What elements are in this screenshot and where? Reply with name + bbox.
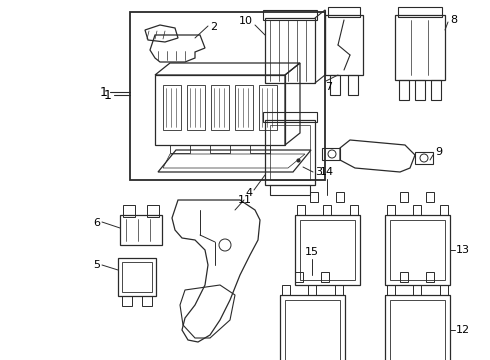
Text: 6: 6 <box>93 218 100 228</box>
Bar <box>280 295 345 360</box>
Bar <box>270 185 310 195</box>
Text: 4: 4 <box>245 188 252 198</box>
Bar <box>426 272 434 282</box>
Bar <box>323 205 331 215</box>
Bar <box>263 112 317 122</box>
Bar <box>235 85 253 130</box>
Text: 8: 8 <box>450 15 457 25</box>
Bar <box>295 215 360 285</box>
Bar <box>336 192 344 202</box>
Bar <box>390 220 445 280</box>
Bar <box>123 205 135 217</box>
Bar <box>400 192 408 202</box>
Text: 1: 1 <box>104 89 112 102</box>
Bar <box>310 192 318 202</box>
Bar <box>170 145 190 153</box>
Text: 3: 3 <box>315 167 322 177</box>
Bar <box>350 205 358 215</box>
Bar <box>122 296 132 306</box>
Bar <box>282 285 290 295</box>
Bar <box>385 295 450 360</box>
Bar <box>440 205 448 215</box>
Bar <box>263 10 317 20</box>
Text: 14: 14 <box>320 167 334 177</box>
Bar <box>348 75 358 95</box>
Bar <box>321 272 329 282</box>
Bar <box>295 272 303 282</box>
Text: 11: 11 <box>238 195 252 205</box>
Text: 13: 13 <box>456 245 470 255</box>
Bar <box>163 85 181 130</box>
Bar <box>265 120 315 185</box>
Bar <box>387 285 395 295</box>
Bar <box>415 80 425 100</box>
Bar <box>399 80 409 100</box>
Bar <box>265 18 315 83</box>
Text: 7: 7 <box>325 82 332 92</box>
Bar <box>147 205 159 217</box>
Text: 10: 10 <box>239 16 253 26</box>
Bar <box>426 192 434 202</box>
Bar <box>130 12 325 180</box>
Bar <box>187 85 205 130</box>
Bar <box>155 75 285 145</box>
Bar <box>297 205 305 215</box>
Bar <box>390 300 445 360</box>
Bar <box>398 7 442 17</box>
Bar <box>413 205 421 215</box>
Text: 5: 5 <box>93 260 100 270</box>
Bar <box>413 285 421 295</box>
Bar <box>250 145 270 153</box>
Bar <box>335 285 343 295</box>
Text: 15: 15 <box>305 247 319 257</box>
Bar <box>210 145 230 153</box>
Bar <box>395 15 445 80</box>
Bar <box>211 85 229 130</box>
Bar <box>285 300 340 360</box>
Bar <box>387 205 395 215</box>
Bar <box>118 258 156 296</box>
Bar <box>142 296 152 306</box>
Bar <box>308 285 316 295</box>
Bar <box>259 85 277 130</box>
Bar <box>400 272 408 282</box>
Bar <box>431 80 441 100</box>
Text: 1: 1 <box>100 86 108 99</box>
Bar <box>385 215 450 285</box>
Text: 9: 9 <box>435 147 442 157</box>
Bar <box>300 220 355 280</box>
Text: 2: 2 <box>210 22 217 32</box>
Bar <box>120 215 162 245</box>
Bar <box>330 75 340 95</box>
Bar <box>328 7 360 17</box>
Bar <box>270 125 310 180</box>
Text: 12: 12 <box>456 325 470 335</box>
Bar <box>122 262 152 292</box>
Bar <box>325 15 363 75</box>
Bar <box>440 285 448 295</box>
